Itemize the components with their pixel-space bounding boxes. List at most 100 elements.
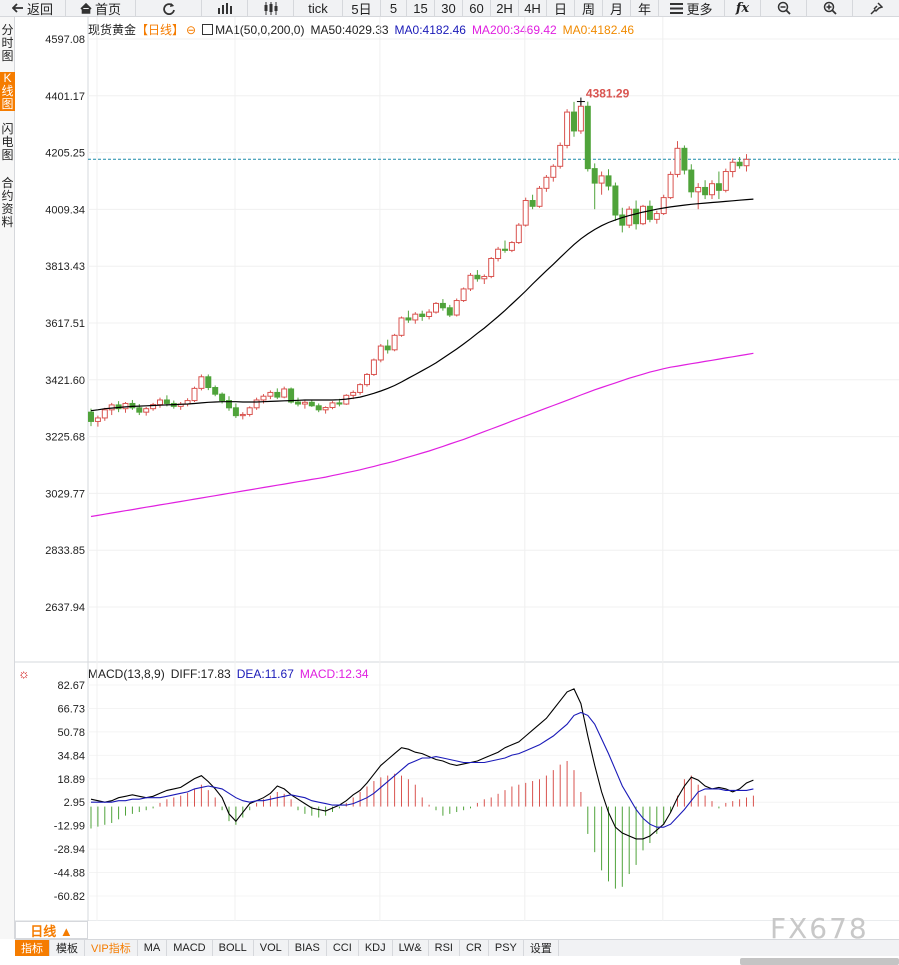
candle-body — [640, 205, 646, 225]
psy-tab[interactable]: PSY — [489, 939, 524, 957]
ma-toggle-icon[interactable]: ⊖ — [186, 23, 197, 37]
candle-body — [412, 313, 419, 321]
period-60m-button[interactable]: 60 — [463, 0, 491, 17]
period-5d-button[interactable]: 5日 — [343, 0, 381, 17]
candle-body — [239, 413, 246, 417]
tab-kline[interactable]: K线图 — [0, 71, 15, 111]
candle-body — [274, 391, 281, 398]
candle-body — [495, 248, 502, 259]
symbol-name: 现货黄金 — [88, 23, 137, 37]
more-label: 更多 — [686, 1, 713, 17]
price-tick-label: 3617.51 — [45, 318, 85, 330]
candle-body — [426, 311, 433, 317]
candle-body — [122, 402, 129, 410]
period-5m-button[interactable]: 5 — [381, 0, 407, 17]
refresh-button[interactable] — [136, 0, 202, 17]
back-arrow-icon — [11, 3, 23, 13]
macd-diff-line — [90, 688, 754, 840]
candle-body — [619, 214, 626, 226]
refresh-icon — [162, 2, 175, 15]
more-button[interactable]: 更多 — [659, 0, 725, 17]
lw-tab[interactable]: LW& — [393, 939, 429, 957]
period-day-button[interactable]: 日 — [547, 0, 575, 17]
candle-body — [605, 175, 612, 187]
candlestick-series — [88, 101, 750, 427]
period-4h-button[interactable]: 4H — [519, 0, 547, 17]
horizontal-scrollbar[interactable] — [740, 958, 899, 965]
vip-indicator-tab[interactable]: VIP指标 — [85, 939, 138, 957]
period-year-button[interactable]: 年 — [631, 0, 659, 17]
candle-body — [129, 402, 136, 409]
candle-body — [260, 395, 267, 401]
chart-type-button[interactable] — [202, 0, 248, 17]
boll-tab[interactable]: BOLL — [213, 939, 254, 957]
scroll-track — [0, 956, 899, 965]
price-tick-label: 4009.34 — [45, 204, 85, 216]
ma-tab[interactable]: MA — [138, 939, 168, 957]
candle-body — [646, 205, 653, 220]
watermark-logo: FX678 — [770, 912, 869, 945]
price-chart[interactable]: 4597.08 4401.17 4205.25 4009.34 3813.43 3617.… — [15, 17, 899, 921]
macd-settings-icon[interactable]: ☼ — [18, 666, 30, 681]
cr-tab[interactable]: CR — [460, 939, 489, 957]
zoom-in-button[interactable] — [807, 0, 853, 17]
period-2h-button[interactable]: 2H — [491, 0, 519, 17]
candle-body — [626, 208, 633, 226]
ma50-value: MA50:4029.33 — [310, 23, 389, 37]
candle-body — [612, 185, 619, 216]
candle-body — [584, 105, 591, 170]
ma-settings-icon[interactable] — [202, 24, 214, 35]
candle-body — [715, 183, 722, 191]
vol-tab[interactable]: VOL — [254, 939, 289, 957]
candle-body — [384, 345, 391, 351]
macd-tick-label: 66.73 — [57, 703, 85, 715]
tab-contract-info[interactable]: 合约资料 — [1, 176, 14, 229]
formula-button[interactable]: fx — [725, 0, 761, 17]
candle-body — [364, 373, 370, 386]
indicator-tab[interactable]: 指标 — [15, 939, 50, 957]
annotations: 4381.29 — [576, 87, 630, 106]
candle-body — [267, 391, 274, 397]
macd-name: MACD(13,8,9) — [88, 667, 165, 681]
zoom-out-button[interactable] — [761, 0, 807, 17]
candle-body — [481, 275, 488, 280]
candle-body — [522, 200, 529, 226]
tab-flash-chart[interactable]: 闪电图 — [1, 122, 14, 162]
bias-tab[interactable]: BIAS — [289, 939, 327, 957]
macd-dea-value: DEA:11.67 — [236, 667, 294, 681]
template-tab[interactable]: 模板 — [50, 939, 85, 957]
candle-body — [322, 407, 329, 411]
period-30m-button[interactable]: 30 — [435, 0, 463, 17]
home-button[interactable]: 首页 — [66, 0, 136, 17]
period-week-button[interactable]: 周 — [575, 0, 603, 17]
macd-legend: MACD(13,8,9) DIFF:17.83 DEA:11.67 MACD:12.3… — [88, 667, 375, 681]
macd-tab[interactable]: MACD — [167, 939, 213, 957]
candle-body — [674, 147, 681, 175]
candle-body — [150, 404, 157, 410]
back-button[interactable]: 返回 — [0, 0, 66, 17]
kdj-tab[interactable]: KDJ — [359, 939, 393, 957]
period-month-button[interactable]: 月 — [603, 0, 631, 17]
candle-body — [281, 388, 288, 398]
candle-body — [205, 376, 212, 389]
timeframe-selector[interactable]: 日线 ▲ — [15, 921, 88, 939]
price-tick-label: 2637.94 — [45, 602, 85, 614]
pin-button[interactable] — [853, 0, 899, 17]
candle-body — [460, 288, 467, 302]
price-axis: 4597.08 4401.17 4205.25 4009.34 3813.43 3617.… — [45, 34, 85, 614]
candle-body — [722, 171, 729, 191]
rsi-tab[interactable]: RSI — [429, 939, 460, 957]
tick-button[interactable]: tick — [294, 0, 343, 17]
period-15m-button[interactable]: 15 — [407, 0, 435, 17]
ma50-line — [90, 198, 754, 412]
tab-intraday[interactable]: 分时图 — [1, 23, 14, 63]
candle-type-button[interactable] — [248, 0, 294, 17]
candle-body — [736, 161, 743, 167]
candle-body — [377, 345, 384, 361]
ma-indicator-name: MA1(50,0,200,0) — [215, 23, 305, 37]
candle-body — [536, 187, 543, 207]
candle-body — [212, 387, 219, 395]
cci-tab[interactable]: CCI — [327, 939, 359, 957]
candle-body — [688, 169, 695, 193]
settings-tab[interactable]: 设置 — [524, 939, 559, 957]
